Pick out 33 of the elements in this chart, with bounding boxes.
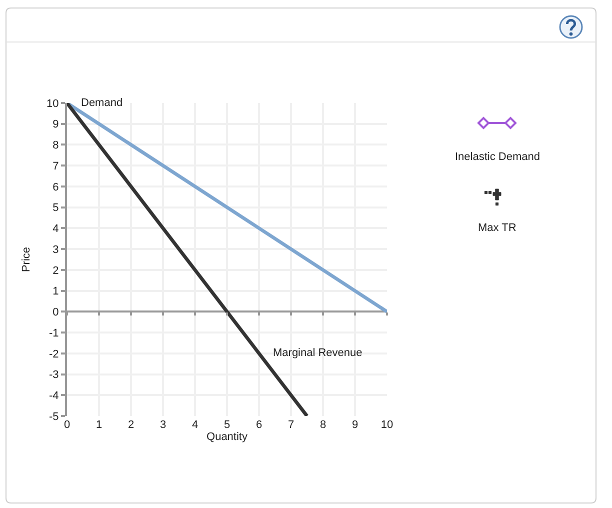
y-tick-label: 7 (52, 160, 59, 172)
y-tick-label: -5 (49, 410, 59, 423)
y-tick-label: -3 (49, 369, 59, 382)
x-tick-label: 8 (320, 419, 326, 431)
series-label: Marginal Revenue (273, 347, 362, 359)
y-tick-label: -4 (49, 390, 59, 402)
y-tick-label: 2 (52, 264, 59, 277)
series-label: Demand (81, 97, 123, 109)
x-axis-title: Quantity (206, 431, 248, 444)
text: Inelastic Demand (455, 151, 540, 163)
y-tick-label: 9 (52, 118, 59, 131)
y-tick-label: 0 (52, 306, 59, 319)
y-tick-label: 4 (52, 223, 59, 236)
y-tick-label: -2 (49, 348, 59, 360)
y-tick-label: 10 (46, 98, 59, 110)
x-tick-label: 10 (380, 419, 394, 431)
y-tick-label: 3 (52, 244, 59, 256)
y-tick-label: 8 (52, 140, 59, 152)
x-tick-label: 6 (256, 419, 262, 431)
x-tick-label: 1 (96, 419, 102, 431)
x-tick-label: 9 (352, 419, 358, 431)
x-tick-label: 2 (128, 419, 134, 431)
x-tick-label: 0 (64, 419, 70, 431)
x-tick-label: 3 (160, 419, 166, 431)
x-tick-label: 7 (288, 419, 294, 431)
x-tick-label: 5 (224, 419, 230, 431)
y-axis-title: Price (20, 246, 33, 272)
x-tick-label: 4 (192, 419, 198, 431)
text: Max TR (478, 222, 516, 234)
y-tick-label: 6 (52, 181, 59, 194)
y-tick-label: -1 (49, 327, 59, 340)
y-tick-label: 5 (52, 202, 59, 214)
y-tick-label: 1 (52, 286, 59, 298)
